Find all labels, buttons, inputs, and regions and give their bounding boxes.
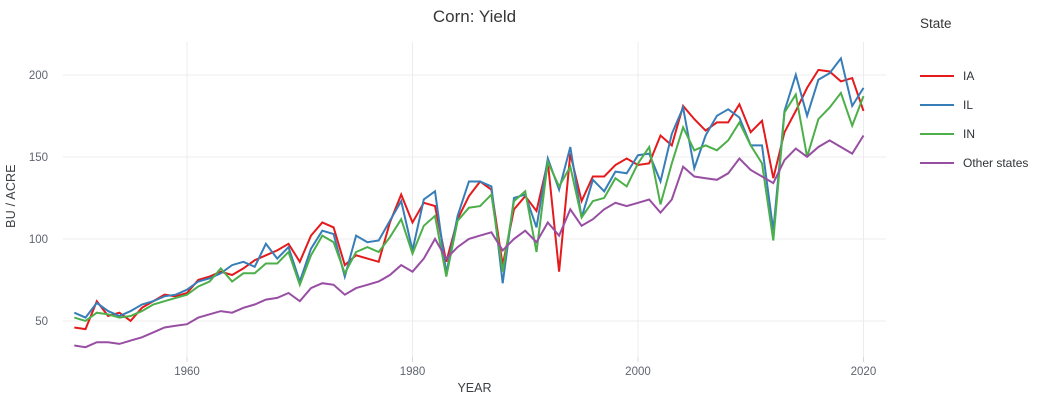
legend-swatch-icon — [920, 74, 954, 77]
legend-item-label: IL — [963, 97, 974, 112]
chart-title: Corn: Yield — [432, 7, 517, 26]
y-tick-label: 200 — [29, 70, 48, 82]
series-line-other-states[interactable] — [74, 134, 865, 349]
series-line-ia[interactable] — [74, 68, 865, 331]
legend-item-label: Other states — [963, 155, 1029, 170]
legend-swatch-icon — [920, 161, 954, 164]
x-tick-label: 2000 — [625, 366, 651, 378]
y-tick-label: 50 — [35, 316, 48, 328]
legend-item-label: IA — [963, 68, 975, 83]
legend-title: State — [920, 16, 952, 31]
legend: State IA IL IN Other states — [920, 16, 1028, 177]
legend-item-in[interactable]: IN — [920, 119, 1028, 148]
x-tick-label: 2020 — [851, 366, 877, 378]
legend-swatch-icon — [920, 132, 954, 135]
series-line-in[interactable] — [74, 90, 865, 322]
x-axis-title: YEAR — [457, 381, 492, 395]
legend-item-label: IN — [963, 126, 975, 141]
legend-swatch-icon — [920, 103, 954, 106]
y-tick-label: 100 — [29, 234, 48, 246]
x-tick-label: 1980 — [400, 366, 426, 378]
y-tick-label: 150 — [29, 152, 48, 164]
legend-item-ia[interactable]: IA — [920, 61, 1028, 90]
series-line-il[interactable] — [73, 56, 865, 319]
x-tick-label: 1960 — [174, 366, 200, 378]
legend-items: IA IL IN Other states — [920, 61, 1028, 177]
legend-item-other-states[interactable]: Other states — [920, 148, 1028, 177]
legend-item-il[interactable]: IL — [920, 90, 1028, 119]
y-axis-title: BU / ACRE — [4, 164, 18, 228]
